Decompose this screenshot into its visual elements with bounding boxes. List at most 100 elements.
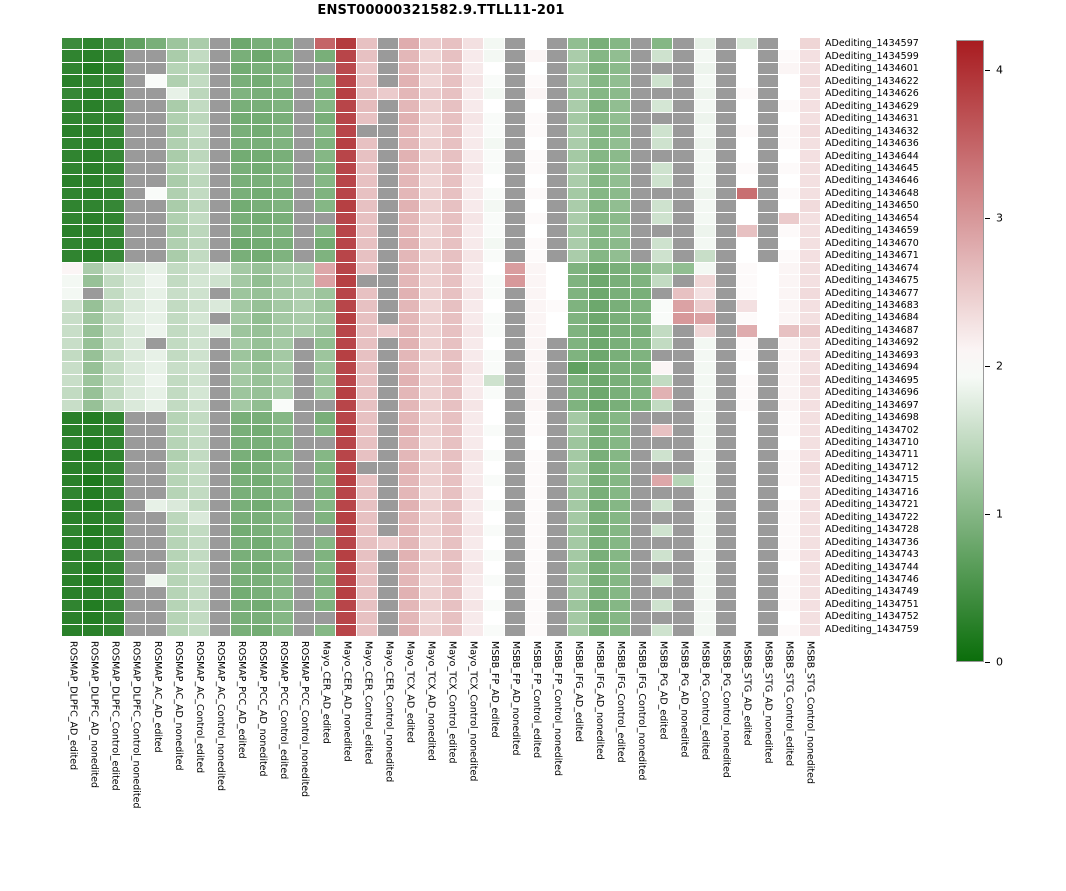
heatmap-cell — [504, 250, 525, 262]
heatmap-cell — [546, 112, 567, 125]
heatmap-cell — [694, 275, 715, 287]
heatmap-cell — [568, 38, 589, 50]
heatmap-cell — [610, 300, 631, 312]
heatmap-cell — [799, 362, 820, 374]
heatmap-cell — [62, 587, 83, 599]
heatmap-cell — [778, 325, 799, 337]
heatmap-cell — [631, 62, 652, 75]
heatmap-cell — [715, 424, 736, 437]
heatmap-cell — [420, 612, 441, 624]
heatmap-cell — [399, 150, 420, 162]
heatmap-cell — [62, 300, 83, 312]
heatmap-cell — [251, 38, 272, 50]
heatmap-cell — [589, 624, 610, 636]
heatmap-cell — [736, 175, 757, 187]
heatmap-cell — [715, 187, 736, 200]
heatmap-cell — [230, 587, 251, 599]
heatmap-cell — [610, 287, 631, 300]
heatmap-cell — [62, 399, 83, 412]
heatmap-cell — [568, 162, 589, 175]
heatmap-cell — [799, 62, 820, 75]
heatmap-cell — [757, 62, 778, 75]
column-label: ROSMAP_DLPFC_Control_nonedited — [125, 641, 146, 885]
heatmap-cell — [251, 125, 272, 137]
heatmap-cell — [378, 150, 399, 162]
heatmap-cell — [525, 574, 546, 587]
heatmap-cell — [462, 462, 483, 474]
heatmap-cell — [673, 50, 694, 62]
heatmap-cell — [610, 87, 631, 100]
heatmap-cell — [315, 562, 336, 574]
heatmap-cell — [483, 587, 504, 599]
heatmap-cell — [230, 325, 251, 337]
heatmap-cell — [589, 225, 610, 237]
heatmap-cell — [652, 87, 673, 100]
heatmap-cell — [230, 137, 251, 150]
heatmap-cell — [125, 474, 146, 487]
heatmap-cell — [694, 562, 715, 574]
heatmap-cell — [483, 200, 504, 212]
heatmap-cell — [736, 512, 757, 524]
heatmap-cell — [83, 424, 104, 437]
heatmap-cell — [483, 175, 504, 187]
heatmap-cell — [799, 87, 820, 100]
heatmap-cell — [525, 87, 546, 100]
heatmap-cell — [462, 125, 483, 137]
heatmap-cell — [336, 125, 357, 137]
heatmap-cell — [209, 487, 230, 499]
heatmap-cell — [104, 275, 125, 287]
heatmap-cell — [546, 137, 567, 150]
heatmap-cell — [125, 512, 146, 524]
heatmap-cell — [83, 499, 104, 512]
heatmap-cell — [631, 312, 652, 325]
heatmap-cell — [715, 612, 736, 624]
heatmap-cell — [420, 387, 441, 399]
heatmap-cell — [272, 62, 293, 75]
heatmap-cell — [378, 449, 399, 462]
heatmap-cell — [293, 512, 314, 524]
heatmap-cell — [694, 424, 715, 437]
heatmap-cell — [272, 300, 293, 312]
heatmap-cell — [230, 312, 251, 325]
heatmap-cell — [378, 424, 399, 437]
heatmap-cell — [715, 537, 736, 549]
heatmap-cell — [694, 212, 715, 225]
heatmap-cell — [315, 125, 336, 137]
heatmap-cell — [125, 537, 146, 549]
heatmap-cell — [652, 462, 673, 474]
heatmap-cell — [568, 462, 589, 474]
heatmap-cell — [420, 562, 441, 574]
heatmap-cell — [62, 462, 83, 474]
row-label: ADediting_1434751 — [825, 598, 919, 610]
heatmap-cell — [167, 125, 188, 137]
heatmap-cell — [441, 62, 462, 75]
heatmap-cell — [757, 549, 778, 562]
heatmap-cell — [104, 362, 125, 374]
heatmap-cell — [146, 349, 167, 362]
heatmap-cell — [315, 262, 336, 275]
heatmap-cell — [315, 362, 336, 374]
heatmap-cell — [83, 624, 104, 636]
heatmap-cell — [251, 212, 272, 225]
column-label-text: MSBB_FP_AD_nonedited — [509, 641, 521, 756]
heatmap-cell — [146, 212, 167, 225]
heatmap-cell — [315, 337, 336, 349]
heatmap-cell — [568, 250, 589, 262]
heatmap-cell — [504, 399, 525, 412]
heatmap-cell — [336, 112, 357, 125]
heatmap-cell — [736, 150, 757, 162]
heatmap-cell — [125, 524, 146, 537]
heatmap-cell — [483, 275, 504, 287]
heatmap-cell — [125, 187, 146, 200]
heatmap-cell — [230, 462, 251, 474]
heatmap-cell — [652, 325, 673, 337]
heatmap-cell — [736, 437, 757, 449]
heatmap-cell — [504, 337, 525, 349]
heatmap-cell — [146, 50, 167, 62]
heatmap-cell — [799, 50, 820, 62]
heatmap-cell — [272, 562, 293, 574]
heatmap-cell — [125, 562, 146, 574]
heatmap-cell — [504, 275, 525, 287]
heatmap-cell — [652, 512, 673, 524]
heatmap-cell — [399, 574, 420, 587]
